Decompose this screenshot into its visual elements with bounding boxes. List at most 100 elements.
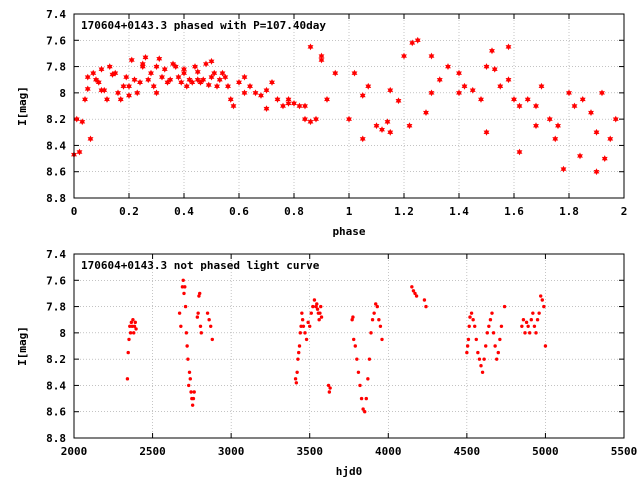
data-point <box>324 96 330 103</box>
data-point <box>566 89 572 97</box>
data-point <box>127 337 131 342</box>
data-point <box>521 318 526 322</box>
data-point <box>346 115 352 123</box>
data-point <box>505 43 512 51</box>
data-point <box>150 82 157 90</box>
data-point <box>318 311 322 315</box>
data-point <box>317 318 321 322</box>
data-point <box>179 324 183 328</box>
x-tick-label: 1.2 <box>394 205 414 218</box>
x-tick-label: 2 <box>621 205 628 218</box>
data-point <box>134 89 141 97</box>
data-point <box>258 92 264 99</box>
data-point <box>296 102 303 110</box>
data-point <box>476 350 480 355</box>
data-point <box>311 304 315 309</box>
data-point <box>380 337 384 342</box>
data-point <box>205 81 212 89</box>
data-point <box>374 302 378 306</box>
data-point <box>422 298 427 302</box>
data-point <box>181 65 187 73</box>
data-point <box>318 56 325 64</box>
data-point <box>137 78 143 86</box>
data-point <box>76 148 83 156</box>
data-point <box>197 294 201 298</box>
data-point <box>487 324 491 328</box>
data-point <box>491 65 498 73</box>
data-point <box>534 331 538 335</box>
data-point <box>73 115 80 123</box>
data-point <box>607 135 614 143</box>
data-point <box>227 96 234 103</box>
data-point <box>216 76 223 84</box>
data-point <box>178 78 185 86</box>
data-point <box>384 118 391 126</box>
data-point <box>523 331 527 335</box>
data-point <box>153 89 160 97</box>
data-point <box>192 390 196 394</box>
data-point <box>411 289 416 293</box>
x-tick-label: 1.4 <box>449 205 469 218</box>
data-point <box>131 318 135 322</box>
data-point <box>112 69 119 77</box>
data-point <box>493 344 497 348</box>
data-point <box>183 82 190 90</box>
data-point <box>207 318 211 322</box>
data-point <box>285 96 292 103</box>
data-point <box>350 318 354 322</box>
y-tick-label: 8.6 <box>46 406 66 419</box>
data-point <box>489 47 495 55</box>
data-point <box>445 63 451 70</box>
x-tick-label: 0 <box>71 205 78 218</box>
data-point <box>477 357 482 361</box>
data-point <box>370 318 375 322</box>
data-point <box>531 311 535 315</box>
data-point <box>526 324 530 328</box>
data-point <box>359 396 364 401</box>
data-point <box>552 135 559 143</box>
data-point <box>387 86 394 94</box>
data-point <box>148 69 154 77</box>
data-point <box>302 115 308 123</box>
data-point <box>479 364 483 368</box>
chart-title: 170604+0143.3 not phased light curve <box>81 259 320 272</box>
data-point <box>126 350 130 355</box>
data-point <box>194 76 201 84</box>
data-point <box>351 69 358 77</box>
x-tick-label: 0.8 <box>284 205 304 218</box>
data-point <box>409 39 416 47</box>
data-point <box>543 344 548 348</box>
x-axis-label: hjd0 <box>336 465 363 478</box>
data-point <box>332 69 339 77</box>
data-point <box>537 311 541 315</box>
data-point <box>601 155 608 162</box>
data-point <box>410 285 414 289</box>
data-point <box>142 53 149 61</box>
data-point <box>241 89 248 97</box>
data-point <box>82 96 88 103</box>
data-point <box>378 324 383 328</box>
data-point <box>106 63 113 70</box>
data-point <box>312 298 317 302</box>
x-tick-label: 2000 <box>61 445 88 458</box>
data-point <box>414 294 419 298</box>
data-point <box>295 370 299 374</box>
data-point <box>236 78 242 86</box>
data-point <box>474 337 478 342</box>
data-point <box>128 331 133 335</box>
data-point <box>181 69 187 77</box>
data-point <box>198 291 202 296</box>
data-point <box>359 92 366 99</box>
data-point <box>181 278 185 282</box>
data-point <box>115 89 121 97</box>
x-tick-label: 4000 <box>375 445 402 458</box>
data-point <box>387 128 394 136</box>
data-point <box>297 350 301 355</box>
x-tick-label: 3000 <box>218 445 245 458</box>
data-point <box>93 76 99 84</box>
data-point <box>424 304 428 309</box>
data-point <box>379 126 385 134</box>
x-tick-label: 0.2 <box>119 205 139 218</box>
data-point <box>306 320 310 325</box>
data-point <box>84 85 91 93</box>
